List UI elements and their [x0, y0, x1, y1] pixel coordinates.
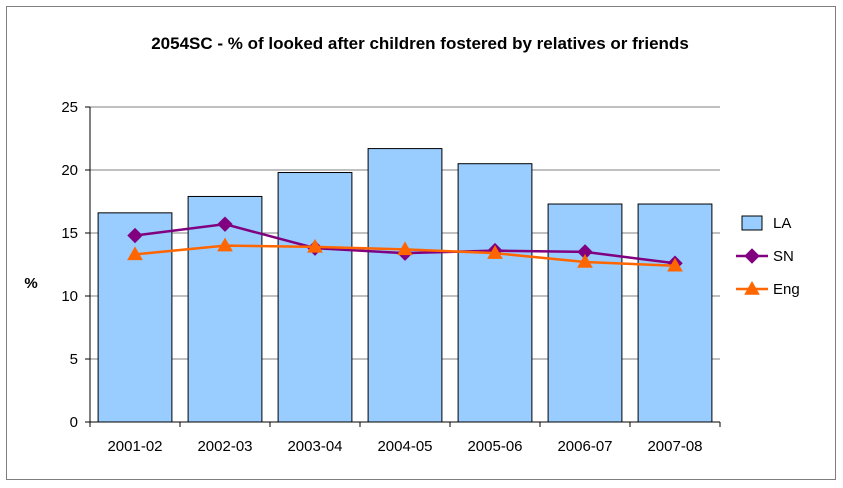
- legend-swatch-la: [741, 215, 763, 231]
- legend: LA SN Eng: [736, 215, 800, 298]
- y-tick-label: 15: [61, 225, 78, 242]
- tick-labels: 0 5 10 15 20 25 2001-02 2002-03 2003-04 2004-05 20…: [61, 99, 702, 455]
- x-tick-label: 2007-08: [647, 438, 702, 455]
- x-tick-label: 2004-05: [377, 438, 432, 455]
- lines-layer: [127, 216, 683, 272]
- legend-marker-eng: [744, 280, 760, 295]
- y-tick-label: 10: [61, 288, 78, 305]
- y-tick-label: 5: [70, 351, 78, 368]
- point-eng: [397, 241, 413, 256]
- legend-label-sn: SN: [773, 248, 794, 265]
- x-tick-label: 2006-07: [557, 438, 612, 455]
- bar-la: [277, 172, 353, 423]
- axes: [85, 106, 721, 427]
- bar-la: [97, 212, 173, 423]
- legend-label-eng: Eng: [773, 281, 800, 298]
- point-sn: [127, 227, 143, 244]
- legend-marker-sn: [744, 248, 760, 264]
- point-eng: [667, 257, 683, 272]
- point-eng: [307, 238, 323, 253]
- x-tick-label: 2002-03: [197, 438, 252, 455]
- point-eng: [217, 237, 233, 252]
- x-tick-label: 2005-06: [467, 438, 522, 455]
- chart-title: 2054SC - % of looked after children fost…: [151, 34, 689, 53]
- point-sn: [217, 216, 233, 232]
- point-eng: [487, 245, 503, 259]
- y-tick-label: 25: [61, 99, 78, 116]
- bar-la: [637, 203, 713, 423]
- bar-la: [367, 148, 443, 423]
- bar-la: [457, 163, 533, 423]
- legend-label-la: LA: [773, 215, 791, 232]
- y-tick-label: 20: [61, 162, 78, 179]
- bar-la: [187, 195, 263, 423]
- x-tick-label: 2003-04: [287, 438, 342, 455]
- y-tick-label: 0: [70, 414, 78, 431]
- point-eng: [577, 253, 593, 268]
- point-eng: [127, 246, 143, 261]
- x-tick-label: 2001-02: [107, 438, 162, 455]
- y-axis-label: %: [24, 275, 37, 292]
- bars-layer: [97, 148, 713, 423]
- bar-la: [547, 203, 623, 423]
